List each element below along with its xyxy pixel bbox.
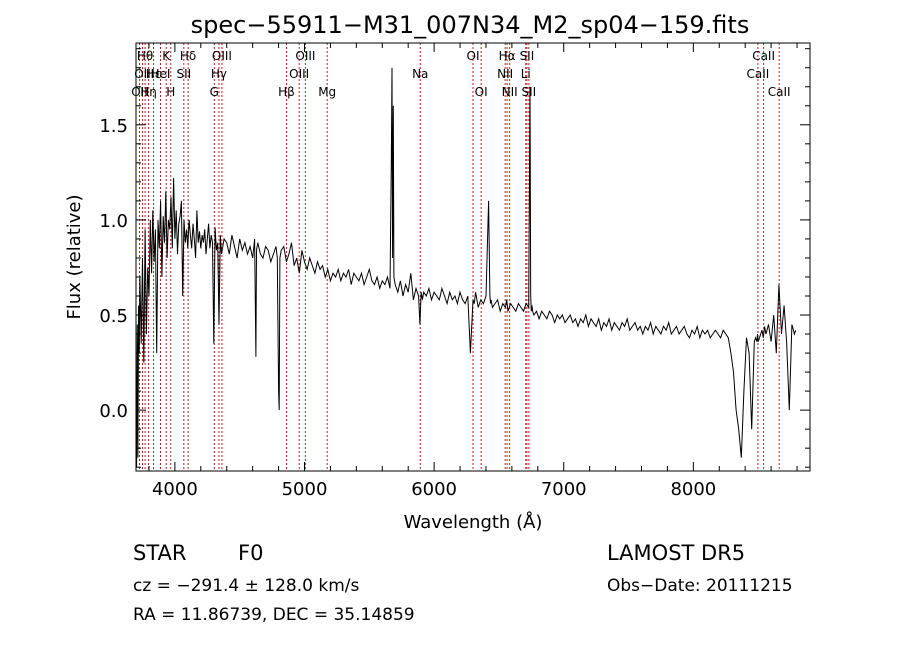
spectral-line-label: NII <box>497 67 513 81</box>
x-axis-label: Wavelength (Å) <box>404 511 543 533</box>
plot-frame <box>135 42 811 472</box>
spectral-line-labels: OIIOIIHθHηHεHeIKHSIIHδGHγOIIIHβOIIIOIIIM… <box>131 49 790 99</box>
spectral-line-label: OII <box>134 67 151 81</box>
y-tick-label: 0.0 <box>99 401 128 422</box>
spectral-line-label: Mg <box>318 85 336 99</box>
y-tick-label: 1.0 <box>99 211 128 232</box>
spectral-line-label: SII <box>520 49 535 63</box>
spectral-line-label: OI <box>467 49 480 63</box>
survey-label: LAMOST DR5 <box>607 541 745 565</box>
spectral-line-label: Hη <box>140 85 157 99</box>
spectral-line-markers <box>138 43 780 471</box>
spectral-line-label: Hα <box>499 49 516 63</box>
spectral-line-label: OII <box>131 85 148 99</box>
y-tick-label: 0.5 <box>99 306 128 327</box>
spectral-line-label: OIII <box>295 49 315 63</box>
spectral-line-label: NII <box>502 85 518 99</box>
x-tick-label: 8000 <box>670 479 716 500</box>
spectral-line-label: Li <box>521 67 531 81</box>
x-tick-label: 4000 <box>152 479 198 500</box>
spectral-line-label: OIII <box>212 49 232 63</box>
subclass-label: F0 <box>238 541 263 565</box>
spectral-line-label: Na <box>412 67 428 81</box>
chart-title: spec−55911−M31_007N34_M2_sp04−159.fits <box>191 11 750 39</box>
x-tick-label: 5000 <box>282 479 328 500</box>
spectral-line-label: H <box>166 85 175 99</box>
spectral-line-label: OI <box>475 85 488 99</box>
spectral-line-label: Hδ <box>180 49 196 63</box>
spectral-line-label: OIII <box>289 67 309 81</box>
class-label: STAR <box>133 541 186 565</box>
obs-date-text: Obs−Date: 20111215 <box>607 576 793 596</box>
spectrum-line <box>135 67 797 468</box>
coordinates-text: RA = 11.86739, DEC = 35.14859 <box>133 605 415 625</box>
spectral-line-label: HeI <box>151 67 171 81</box>
spectral-line-label: G <box>210 85 219 99</box>
spectral-line-label: K <box>162 49 171 63</box>
redshift-text: cz = −291.4 ± 128.0 km/s <box>133 576 359 596</box>
spectral-line-label: CaII <box>768 85 791 99</box>
spectral-line-label: SII <box>522 85 537 99</box>
spectral-line-label: Hε <box>146 67 162 81</box>
spectral-line-label: Hγ <box>211 67 227 81</box>
x-tick-label: 6000 <box>411 479 457 500</box>
spectral-line-label: CaII <box>752 49 775 63</box>
spectral-line-label: Hθ <box>137 49 153 63</box>
y-axis-label: Flux (relative) <box>64 194 85 319</box>
spectral-line-label: SII <box>176 67 191 81</box>
y-tick-label: 1.5 <box>99 116 128 137</box>
x-axis-ticks: 4000 5000 6000 7000 8000 <box>148 43 798 500</box>
x-tick-label: 7000 <box>541 479 587 500</box>
spectral-line-label: CaII <box>746 67 769 81</box>
spectral-line-label: Hβ <box>278 85 295 99</box>
y-axis-ticks: 0.0 0.5 1.0 1.5 <box>99 48 810 468</box>
